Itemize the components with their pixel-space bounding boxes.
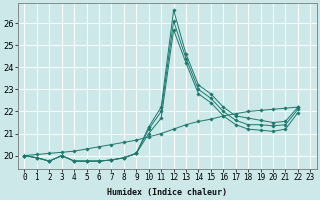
X-axis label: Humidex (Indice chaleur): Humidex (Indice chaleur) bbox=[108, 188, 228, 197]
